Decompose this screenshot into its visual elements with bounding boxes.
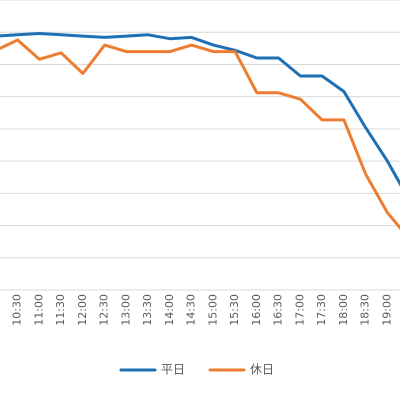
x-tick-label: 18:30 [359, 294, 372, 326]
x-tick-label: 16:00 [250, 294, 263, 326]
x-tick-label: 18:00 [337, 294, 350, 326]
x-tick-label: 17:30 [315, 294, 328, 326]
x-tick-label: 16:30 [272, 294, 285, 326]
x-tick-label: 13:00 [119, 294, 132, 326]
legend-label-2: 休日 [250, 363, 274, 377]
x-tick-label: 15:00 [206, 294, 219, 326]
x-tick-label: 14:30 [185, 294, 198, 326]
x-tick-label: 14:00 [163, 294, 176, 326]
legend: 平日 休日 [119, 363, 274, 377]
series-line-2 [0, 38, 400, 230]
x-tick-label: 15:30 [228, 294, 241, 326]
series-lines [0, 32, 400, 230]
x-tick-label: 13:30 [141, 294, 154, 326]
x-tick-label: 10:30 [11, 294, 24, 326]
x-axis-tick-labels: 10:30 11:00 11:30 12:00 12:30 13:00 13:30 14:00… [11, 294, 394, 326]
x-tick-label: 11:30 [54, 294, 67, 326]
x-tick-label: 12:30 [98, 294, 111, 326]
x-tick-label: 19:00 [380, 294, 393, 326]
x-tick-label: 17:00 [293, 294, 306, 326]
x-tick-label: 12:00 [76, 294, 89, 326]
series-line-1 [0, 32, 400, 187]
gridlines [0, 0, 400, 291]
legend-label-1: 平日 [161, 363, 185, 377]
x-tick-label: 11:00 [32, 294, 45, 326]
